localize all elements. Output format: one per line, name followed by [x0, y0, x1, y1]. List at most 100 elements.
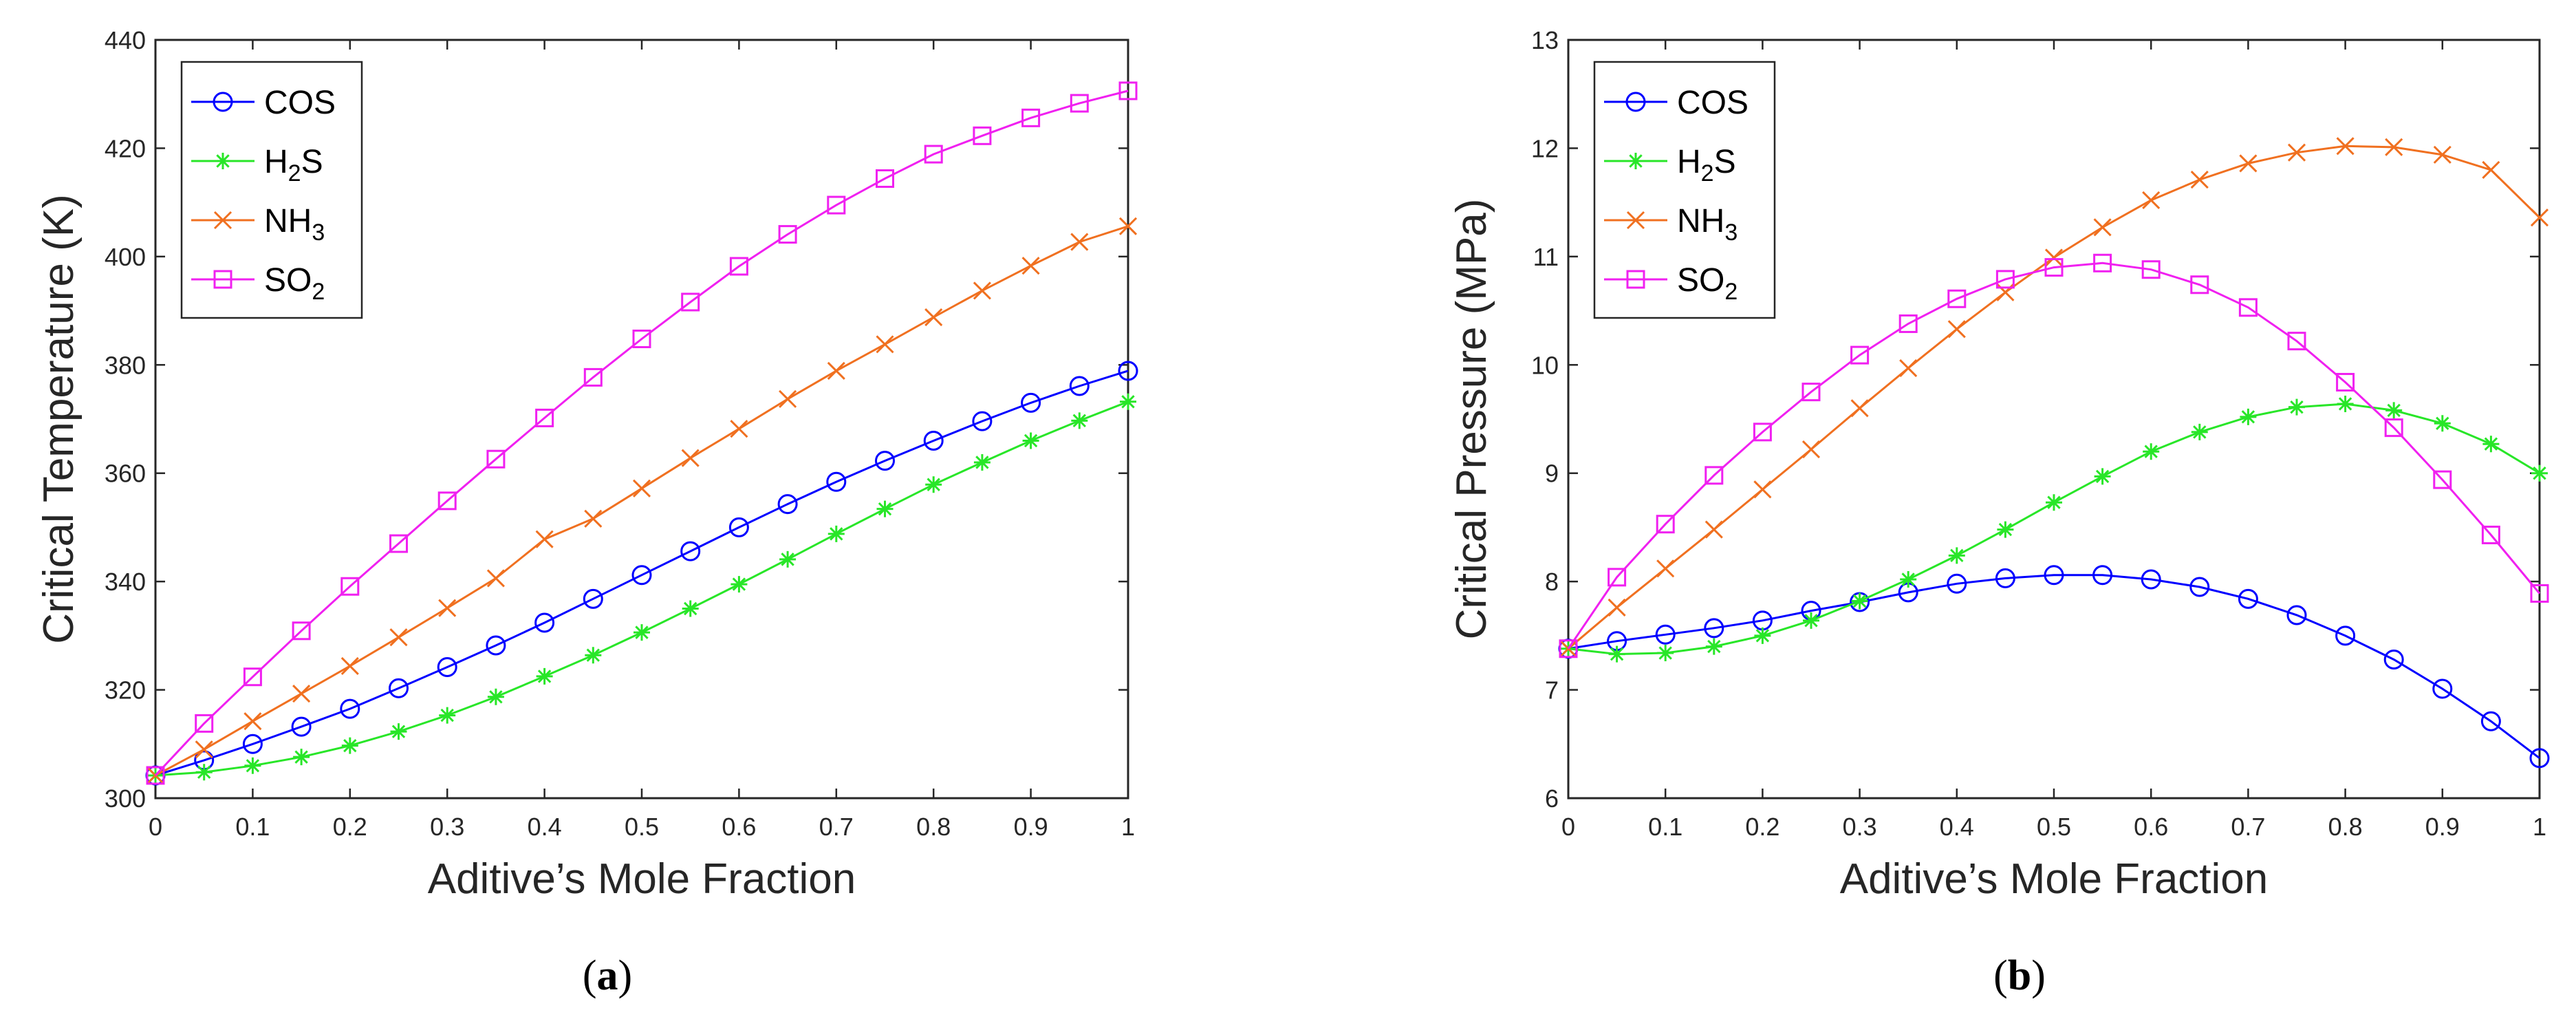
data-point-so2: [632, 330, 651, 349]
series-nh3: [1559, 137, 2549, 658]
y-axis-label: Critical Temperature (K): [35, 194, 83, 643]
data-point-so2: [2336, 372, 2355, 392]
x-tick-label: 0: [149, 813, 162, 841]
data-point-so2: [1753, 422, 1772, 442]
data-point-cos: [534, 612, 555, 633]
data-point-h2s: [536, 667, 553, 685]
data-point-h2s: [585, 647, 602, 664]
chart-panel-b: 0 0.1 0.2 0.3 0.4 0.5 0.6 0.7 0.8 0.9 1 6 7 8 9 10 11 12 1…: [1448, 26, 2550, 903]
data-point-cos: [826, 471, 847, 492]
data-point-h2s: [2191, 423, 2208, 440]
data-point-h2s: [1948, 547, 1965, 564]
data-point-h2s: [390, 723, 407, 740]
data-point-cos: [777, 494, 798, 515]
data-point-so2: [876, 169, 894, 189]
data-point-cos: [1655, 624, 1676, 645]
data-point-nh3: [973, 281, 991, 300]
legend-label: COS: [1677, 85, 1749, 121]
data-point-so2: [2433, 470, 2452, 489]
data-point-h2s: [2094, 468, 2111, 485]
data-point-so2: [2044, 258, 2064, 277]
y-tick-label: 400: [105, 243, 146, 271]
data-point-nh3: [340, 656, 359, 675]
data-point-nh3: [535, 530, 554, 548]
data-point-cos: [1947, 573, 1967, 594]
legend-marker: [1626, 270, 1645, 289]
series-line-cos: [155, 370, 1129, 777]
data-point-nh3: [2433, 145, 2451, 164]
legend-item-cos: COS: [191, 85, 336, 121]
data-point-cos: [2286, 605, 2307, 625]
data-point-cos: [2432, 678, 2453, 699]
legend-marker: [213, 270, 232, 289]
data-point-h2s: [779, 550, 797, 568]
data-point-nh3: [486, 569, 505, 588]
data-point-so2: [292, 621, 311, 641]
x-tick-label: 0.3: [430, 813, 464, 841]
data-point-cos: [583, 588, 603, 609]
caption-b: (b): [1993, 952, 2046, 999]
data-point-cos: [2044, 565, 2064, 586]
data-point-so2: [973, 126, 992, 145]
data-point-so2: [1608, 568, 1627, 587]
legend-label: H2S: [1677, 144, 1736, 186]
data-point-h2s: [1705, 638, 1722, 655]
data-point-cos: [972, 411, 993, 431]
data-point-so2: [2190, 275, 2209, 295]
data-point-cos: [1021, 392, 1041, 413]
data-point-so2: [2384, 418, 2403, 438]
data-point-h2s: [2240, 408, 2257, 425]
data-point-h2s: [1997, 521, 2014, 538]
data-point-nh3: [730, 420, 748, 438]
data-point-h2s: [1754, 627, 1771, 644]
data-point-h2s: [2531, 464, 2548, 482]
data-point-h2s: [341, 737, 358, 754]
x-tick-label: 0.1: [1648, 813, 1682, 841]
data-point-nh3: [779, 389, 797, 408]
y-tick-label: 440: [105, 26, 146, 54]
legend-item-nh3: NH3: [191, 203, 325, 246]
data-point-h2s: [2046, 494, 2062, 511]
data-point-so2: [1559, 639, 1578, 658]
series-line-so2: [154, 89, 1129, 776]
data-point-cos: [875, 451, 895, 471]
data-point-so2: [924, 144, 943, 164]
data-point-nh3: [1608, 598, 1626, 617]
data-point-cos: [2383, 649, 2404, 670]
data-point-nh3: [681, 449, 700, 467]
y-tick-label: 8: [1545, 568, 1559, 596]
data-point-nh3: [195, 740, 213, 759]
x-tick-label: 0.6: [2134, 813, 2168, 841]
data-point-so2: [2093, 253, 2112, 272]
data-point-cos: [728, 517, 749, 537]
data-point-nh3: [1656, 559, 1675, 578]
x-tick-label: 0.2: [1745, 813, 1779, 841]
data-point-nh3: [2239, 154, 2258, 173]
data-point-h2s: [1022, 432, 1039, 449]
data-point-nh3: [2190, 171, 2209, 189]
y-tick-label: 6: [1545, 784, 1559, 813]
x-tick-label: 0.4: [1940, 813, 1974, 841]
data-point-so2: [1021, 108, 1041, 127]
x-tick-label: 0.6: [722, 813, 756, 841]
data-point-nh3: [632, 479, 651, 497]
data-point-so2: [389, 534, 408, 553]
y-tick-label: 9: [1545, 460, 1559, 488]
y-tick-label: 380: [105, 351, 146, 379]
data-point-nh3: [2093, 218, 2112, 237]
x-tick-label: 1: [2533, 813, 2546, 841]
legend-item-so2: SO2: [1604, 262, 1738, 305]
data-point-nh3: [1704, 520, 1723, 539]
legend-item-cos: COS: [1604, 85, 1749, 121]
data-point-h2s: [973, 453, 991, 471]
data-point-h2s: [1120, 393, 1136, 410]
data-point-cos: [1995, 568, 2015, 588]
data-point-so2: [1704, 466, 1724, 485]
data-point-nh3: [1118, 217, 1138, 235]
y-tick-label: 13: [1531, 26, 1559, 54]
data-point-h2s: [1071, 412, 1088, 429]
x-tick-label: 0.8: [2328, 813, 2363, 841]
data-point-so2: [1850, 345, 1870, 365]
data-point-nh3: [2336, 137, 2355, 156]
